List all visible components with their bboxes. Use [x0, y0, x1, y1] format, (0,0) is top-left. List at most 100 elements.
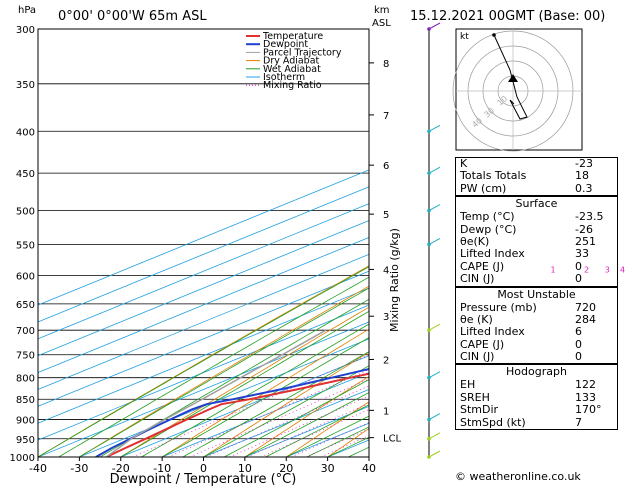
isotherm-line — [38, 287, 369, 424]
unstable-label: θe (K) — [460, 312, 493, 326]
index-label: Totals Totals — [460, 169, 527, 183]
pressure-tick-label: 750 — [16, 351, 35, 362]
isotherm-line — [79, 338, 369, 457]
dry-adiabat-line — [617, 29, 629, 457]
mixing-ratio-label: 3 — [605, 265, 610, 274]
legend-entry: Temperature — [262, 31, 323, 42]
wind-barb-column — [427, 22, 441, 459]
index-row: K -23 — [456, 157, 617, 170]
dry-adiabat-line — [203, 351, 369, 457]
wind-barb-shaft — [428, 371, 441, 379]
hodograph-unit-label: kt — [460, 32, 469, 42]
mixing-ratio-line — [290, 422, 369, 457]
dewpoint-line — [95, 367, 369, 457]
surface-row: Dewp (°C) -26 — [456, 223, 617, 236]
wind-barb-shaft — [428, 204, 441, 212]
surface-label: θe(K) — [460, 234, 490, 248]
pressure-tick-label: 450 — [16, 169, 35, 180]
hodograph-stat-row: SREH 133 — [456, 390, 617, 404]
hodograph-title: Hodograph — [506, 365, 567, 379]
km-tick-label: 5 — [383, 210, 389, 221]
wet-adiabat-line — [141, 323, 369, 457]
isotherm-line — [38, 304, 369, 441]
wind-barb-shaft — [428, 22, 441, 30]
mixing-ratio-label: 2 — [584, 265, 589, 274]
km-tick-label: 3 — [383, 312, 389, 323]
pressure-tick-label: 700 — [16, 326, 35, 337]
surface-value: 251 — [575, 234, 596, 248]
x-tick-label: -10 — [153, 462, 171, 475]
unstable-row: Pressure (mb) 720 — [456, 301, 617, 314]
hodograph-stat-value: 133 — [575, 390, 596, 404]
isotherm-line — [38, 270, 369, 407]
legend-entry: Mixing Ratio — [263, 80, 322, 91]
index-row: PW (cm) 0.3 — [456, 181, 617, 195]
surface-row: CIN (J) 0 — [456, 272, 617, 286]
x-tick-label: 40 — [362, 462, 376, 475]
legend-entry: Dewpoint — [263, 39, 308, 50]
wet-adiabat-line — [244, 392, 369, 457]
hodograph-stat-label: StmDir — [460, 403, 499, 417]
km-tick-label: 2 — [383, 355, 389, 366]
unstable-value: 6 — [575, 325, 582, 339]
km-tick-label: 4 — [383, 265, 389, 276]
x-tick-label: -40 — [29, 462, 47, 475]
pressure-tick-label: 350 — [16, 80, 35, 91]
unstable-label: Lifted Index — [460, 325, 525, 339]
asl-unit-label: ASL — [372, 18, 391, 29]
isotherm-line — [38, 186, 369, 323]
index-label: K — [460, 157, 468, 170]
hodograph-endpoint — [492, 33, 496, 37]
unstable-value: 284 — [575, 312, 596, 326]
pressure-tick-label: 400 — [16, 127, 35, 138]
pressure-tick-label: 900 — [16, 416, 35, 427]
hodograph-stat-label: EH — [460, 378, 476, 392]
legend-entry: Dry Adiabat — [263, 56, 320, 67]
index-value: -23 — [575, 157, 593, 170]
wet-adiabat-line — [265, 404, 369, 457]
wet-adiabat-line — [203, 365, 369, 457]
date-label: 15.12.2021 00GMT (Base: 00) — [410, 9, 605, 24]
hodograph-frame — [455, 28, 583, 151]
hpa-unit-label: hPa — [18, 5, 36, 16]
surface-box: Surface Temp (°C) -23.5 Dewp (°C) -26 θe(K) 2… — [455, 196, 618, 287]
indices-table: K -23 Totals Totals 18 PW (cm) 0.3 Surface Te… — [455, 157, 618, 431]
wet-adiabat-line — [79, 287, 369, 457]
unstable-label: CAPE (J) — [460, 337, 505, 351]
isotherm-line — [38, 237, 369, 373]
surface-row: θe(K) 251 — [456, 234, 617, 248]
pressure-tick-label: 1000 — [10, 453, 35, 464]
wet-adiabat-line — [58, 276, 369, 457]
wet-adiabat-line — [99, 298, 369, 457]
surface-title: Surface — [515, 197, 558, 211]
wet-adiabat-line — [161, 337, 369, 457]
hodograph-trace — [493, 34, 528, 120]
index-row: Totals Totals 18 — [456, 169, 617, 183]
pressure-tick-label: 600 — [16, 271, 35, 282]
isotherm-line — [38, 253, 369, 390]
mixing-ratio-label: 1 — [550, 265, 555, 274]
surface-value: 0 — [575, 259, 582, 273]
axis-layer: 1234681016202530035040045050055060065070… — [10, 25, 625, 475]
surface-label: Lifted Index — [460, 247, 525, 261]
unstable-row: Lifted Index 6 — [456, 325, 617, 339]
x-tick-label: 20 — [279, 462, 293, 475]
unstable-row: CAPE (J) 0 — [456, 337, 617, 351]
wind-barb-shaft — [428, 323, 441, 331]
index-value: 18 — [575, 169, 589, 183]
wind-barb-marker — [427, 328, 431, 333]
surface-value: 0 — [575, 272, 582, 286]
km-tick-label: 1 — [383, 406, 389, 417]
dry-adiabat-line — [120, 306, 369, 457]
surface-row: CAPE (J) 0 — [456, 259, 617, 273]
unstable-row: θe (K) 284 — [456, 312, 617, 326]
surface-label: CAPE (J) — [460, 259, 505, 273]
hodograph-stat-label: StmSpd (kt) — [460, 415, 526, 429]
pressure-tick-label: 950 — [16, 435, 35, 446]
surface-label: CIN (J) — [460, 272, 495, 286]
unstable-row: CIN (J) 0 — [456, 350, 617, 363]
index-label: PW (cm) — [460, 181, 507, 195]
x-tick-label: 0 — [200, 462, 207, 475]
surface-row: Temp (°C) -23.5 — [456, 210, 617, 223]
